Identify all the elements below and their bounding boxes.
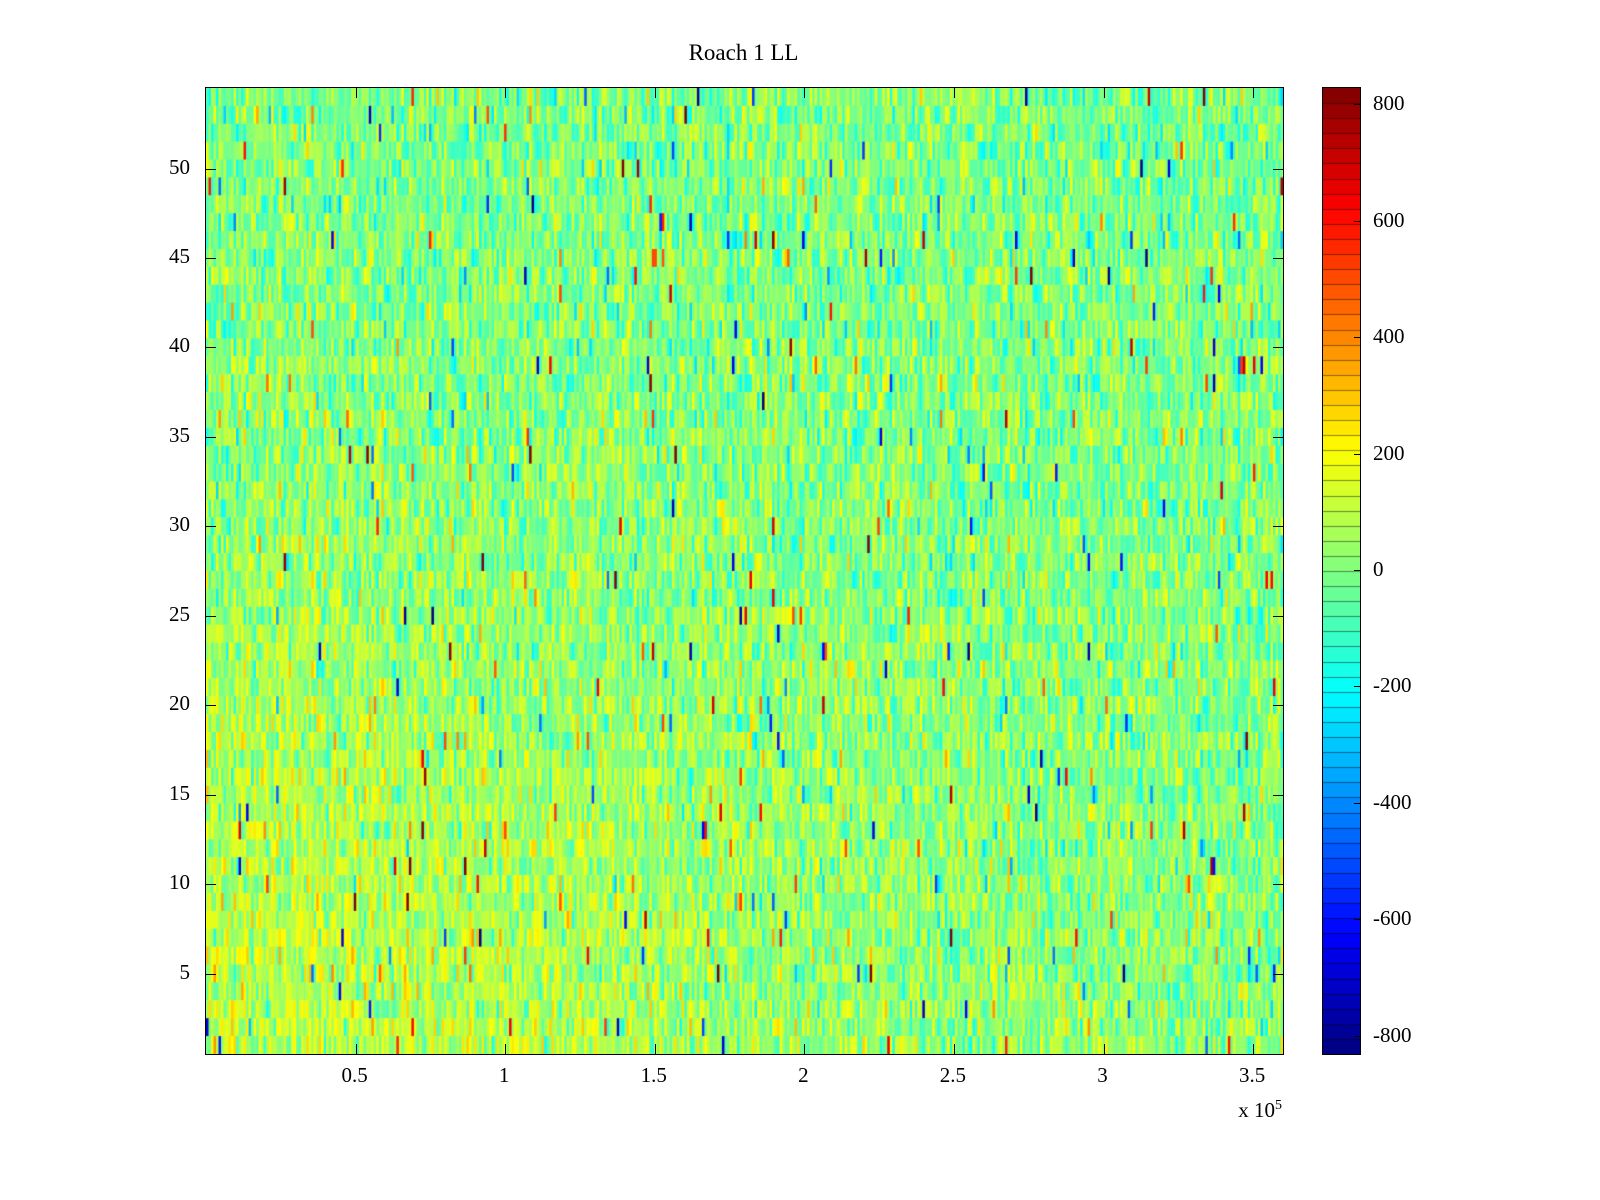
tick-mark	[1273, 168, 1283, 170]
y-tick-label: 10	[169, 870, 190, 895]
y-tick-label: 35	[169, 422, 190, 447]
colorbar-tick-label: -200	[1373, 673, 1412, 698]
x-tick-label: 1.5	[640, 1063, 667, 1087]
tick-mark	[654, 1044, 656, 1054]
y-tick-label: 5	[179, 959, 191, 984]
tick-mark	[1273, 973, 1283, 975]
tick-mark	[206, 794, 216, 796]
tick-mark	[1273, 705, 1283, 707]
colorbar-tick-mark	[1354, 1036, 1361, 1037]
colorbar-tick-label: -400	[1373, 789, 1412, 814]
chart-title: Roach 1 LL	[688, 40, 799, 65]
colorbar-canvas	[1323, 88, 1360, 1054]
colorbar-tick-label: -800	[1373, 1022, 1412, 1047]
plot-area	[205, 87, 1284, 1055]
tick-mark	[206, 615, 216, 617]
tick-mark	[1273, 615, 1283, 617]
tick-mark	[1253, 88, 1255, 98]
colorbar-tick-mark	[1354, 803, 1361, 804]
x-tick-label: 0.5	[341, 1063, 368, 1087]
colorbar	[1322, 87, 1361, 1055]
tick-mark	[1273, 884, 1283, 886]
tick-mark	[1103, 1044, 1105, 1054]
tick-mark	[206, 257, 216, 259]
colorbar-tick-label: 400	[1373, 324, 1405, 349]
x-tick-label: 3.5	[1238, 1063, 1266, 1087]
colorbar-tick-mark	[1354, 337, 1361, 338]
y-tick-label: 15	[169, 780, 190, 805]
tick-mark	[206, 973, 216, 975]
heatmap-canvas	[206, 88, 1283, 1054]
colorbar-tick-label: 800	[1373, 91, 1405, 116]
tick-mark	[804, 88, 806, 98]
tick-mark	[206, 168, 216, 170]
y-tick-label: 45	[169, 243, 190, 268]
colorbar-tick-mark	[1354, 686, 1361, 687]
tick-mark	[206, 884, 216, 886]
tick-mark	[206, 436, 216, 438]
x-tick-label: 1	[498, 1063, 510, 1087]
tick-mark	[355, 88, 357, 98]
x-tick-label: 2.5	[939, 1063, 967, 1087]
x-exponent-prefix: x 10	[1238, 1098, 1275, 1122]
tick-mark	[804, 1044, 806, 1054]
tick-mark	[1273, 257, 1283, 259]
x-axis-exponent-label: x 105	[1150, 1098, 1282, 1123]
colorbar-tick-mark	[1354, 104, 1361, 105]
tick-mark	[953, 88, 955, 98]
x-tick-label: 3	[1097, 1063, 1108, 1087]
tick-mark	[1273, 526, 1283, 528]
colorbar-tick-mark	[1354, 919, 1361, 920]
colorbar-tick-label: 0	[1373, 557, 1384, 581]
colorbar-tick-label: -600	[1373, 906, 1412, 931]
colorbar-tick-mark	[1354, 221, 1361, 222]
y-tick-label: 30	[169, 512, 190, 537]
tick-mark	[206, 347, 216, 349]
y-tick-label: 50	[169, 154, 190, 179]
tick-mark	[206, 526, 216, 528]
colorbar-tick-label: 200	[1373, 440, 1405, 465]
y-tick-label: 40	[169, 333, 190, 358]
x-tick-label: 2	[798, 1063, 809, 1087]
colorbar-tick-label: 600	[1373, 207, 1405, 232]
tick-mark	[1103, 88, 1105, 98]
tick-mark	[1273, 794, 1283, 796]
x-exponent-sup: 5	[1275, 1098, 1282, 1113]
tick-mark	[1273, 347, 1283, 349]
tick-mark	[654, 88, 656, 98]
tick-mark	[1253, 1044, 1255, 1054]
tick-mark	[505, 88, 507, 98]
tick-mark	[505, 1044, 507, 1054]
tick-mark	[1273, 436, 1283, 438]
tick-mark	[355, 1044, 357, 1054]
colorbar-tick-mark	[1354, 454, 1361, 455]
tick-mark	[206, 705, 216, 707]
tick-mark	[953, 1044, 955, 1054]
colorbar-tick-mark	[1354, 570, 1361, 571]
y-tick-label: 20	[169, 691, 190, 716]
y-tick-label: 25	[169, 601, 190, 626]
